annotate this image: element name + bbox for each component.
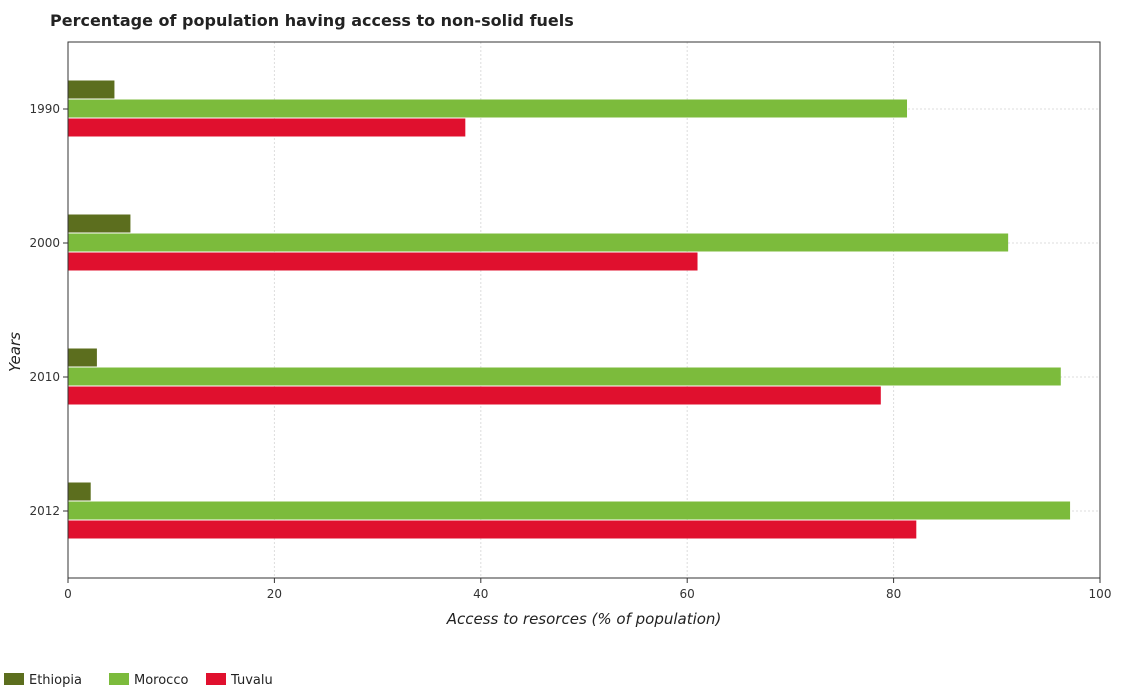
bar-morocco-2000 — [68, 233, 1009, 252]
bar-ethiopia-2012 — [68, 482, 91, 501]
x-tick-label: 80 — [886, 587, 901, 601]
y-tick-label: 2000 — [29, 236, 60, 250]
legend-label-morocco: Morocco — [134, 673, 188, 688]
bar-ethiopia-2000 — [68, 214, 131, 233]
legend: Ethiopia Morocco Tuvalu — [4, 673, 273, 688]
bar-morocco-1990 — [68, 99, 908, 118]
legend-label-tuvalu: Tuvalu — [230, 673, 273, 688]
plot-frame — [67, 41, 1101, 579]
bar-morocco-2012 — [68, 501, 1071, 520]
bar-morocco-2010 — [68, 367, 1061, 386]
bar-tuvalu-2010 — [68, 386, 881, 405]
axes: 0 20 40 60 80 100 1990 2000 2010 2012 — [29, 41, 1112, 601]
x-tick-label: 20 — [267, 587, 282, 601]
legend-swatch-morocco — [109, 673, 129, 685]
bar-ethiopia-2010 — [68, 348, 97, 367]
y-tick-label: 2012 — [29, 504, 60, 518]
x-tick-label: 60 — [680, 587, 695, 601]
chart-title: Percentage of population having access t… — [50, 11, 574, 30]
x-tick-label: 40 — [473, 587, 488, 601]
x-tick-label: 100 — [1089, 587, 1112, 601]
x-axis-label: Access to resorces (% of population) — [446, 610, 722, 628]
y-tick-label: 1990 — [29, 102, 60, 116]
bar-ethiopia-1990 — [68, 80, 115, 99]
bar-tuvalu-2012 — [68, 520, 917, 539]
bars — [68, 80, 1071, 539]
y-tick-label: 2010 — [29, 370, 60, 384]
bar-tuvalu-1990 — [68, 118, 466, 137]
y-axis-label: Years — [6, 332, 24, 372]
legend-swatch-tuvalu — [206, 673, 226, 685]
bar-tuvalu-2000 — [68, 252, 698, 271]
legend-swatch-ethiopia — [4, 673, 24, 685]
x-tick-label: 0 — [64, 587, 72, 601]
legend-label-ethiopia: Ethiopia — [29, 673, 82, 688]
